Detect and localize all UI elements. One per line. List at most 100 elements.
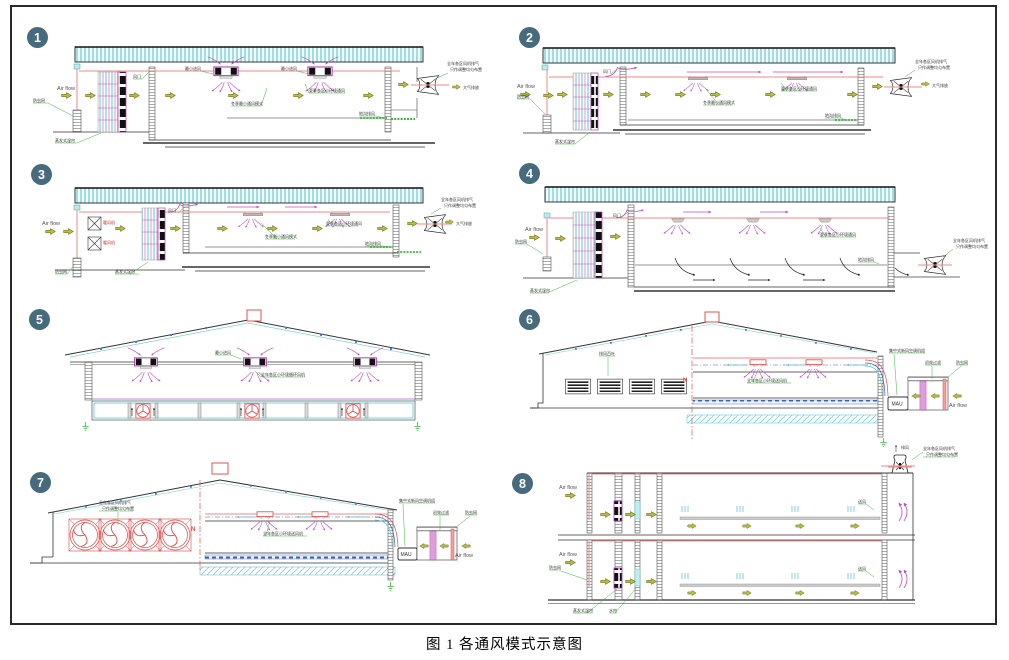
p8-fan-note-line1: 全年各区风机排气 (923, 445, 955, 451)
p1-ceiling-inlet-2 (307, 66, 333, 79)
p5-ceiling-inlet-3 (353, 357, 377, 369)
p2-fan-note-line2: 只作调整均匀布置 (918, 64, 950, 70)
panel-3-diagram: Air flow 暖风机 暖风机 防虫网 蒸发式湿帘 风门 冬季最小通风模式 夏… (42, 187, 476, 278)
p7-zone-fan-label: 全年各区小环境送风机 (263, 530, 303, 536)
p2-damper-label: 风门 (603, 68, 611, 74)
p5-plenum-arrows (130, 407, 366, 416)
p2-pad-label: 蒸发式湿帘 (555, 138, 575, 144)
p6-prefilter-label: 初效过滤 (925, 359, 941, 365)
p2-zone-vent-label: 夏季各区小环境通风 (781, 85, 817, 91)
p7-air-flow-label: Air flow (455, 553, 473, 559)
p8-fan-note-line2: 只作调整均匀布置 (926, 451, 958, 457)
p2-fan-note-line1: 全年各区风机排气 (915, 58, 947, 64)
p4-air-flow-label: Air flow (525, 227, 543, 233)
p7-mau-label: MAU (401, 552, 413, 558)
p7-gable-fan-4 (158, 518, 192, 552)
p6-ceiling-diffuser-1 (749, 359, 767, 367)
p4-zone-vent-label: 夏季各区小环境通风 (820, 231, 856, 237)
p8-lower-pad (613, 567, 623, 589)
p2-leaders (517, 68, 916, 145)
p4-fan-note-line2: 只作调整均匀布置 (956, 243, 988, 249)
p1-min-inlet-label-1: 最小进风 (185, 65, 201, 71)
p1-insect-screen-label: 防虫网 (33, 97, 45, 103)
p6-louver-1 (565, 378, 591, 395)
p5-circ-fan-label: 全年各区小环境循环风机 (261, 371, 305, 377)
p6-leaders (599, 352, 968, 396)
p2-discharge-label: 大气排放 (932, 82, 948, 88)
p7-gable-fan-3 (128, 518, 162, 552)
p7-ceiling-diffuser-2 (311, 511, 329, 519)
p8-roof-exhaust-fan (887, 454, 913, 474)
p7-n-mark: N (191, 527, 195, 533)
p7-ridge-chimney (211, 462, 229, 475)
p3-zone-vent-label: 夏季各区小环境通风 (326, 220, 362, 226)
p6-louver-label: 排风百叶 (599, 350, 615, 356)
panel-2-diagram: Air flow 防虫网 蒸发式湿帘 风门 冬季最小通风模式 夏季各区小环境通风… (517, 47, 950, 145)
p7-insect-screen-label: 防虫网 (465, 509, 477, 515)
p7-ceiling-diffuser-1 (256, 511, 274, 519)
p5-ground-symbol-right (413, 422, 422, 431)
p1-ceiling-inlet-1 (213, 66, 239, 79)
p1-air-flow-label: Air flow (57, 86, 75, 92)
p6-mau-name-label: 集中式新风空调机组 (889, 347, 925, 353)
p8-air-flow-label-lower: Air flow (559, 552, 577, 558)
p4-diffuser-1 (671, 218, 685, 223)
p3-air-flow-label: Air flow (42, 221, 60, 227)
p6-ceiling-diffuser-2 (805, 359, 823, 367)
p6-air-flow-label: Air flow (949, 403, 967, 409)
p4-pad-label: 蒸发式湿帘 (530, 287, 550, 293)
p5-circulation-fan-1 (135, 403, 151, 419)
p3-insect-screen-label: 防虫网 (55, 268, 67, 274)
p1-discharge-label: 大气排放 (463, 84, 479, 90)
p8-exhaust-label: 排风 (901, 444, 909, 450)
p8-upper-floor (565, 473, 908, 529)
p1-fan-note-line2: 只作调整均匀布置 (450, 66, 482, 72)
p8-supply-label-upper: 送风 (858, 498, 866, 504)
p1-min-inlet-label-2: 最小进风 (281, 65, 297, 71)
p6-mau-unit: MAU (887, 376, 962, 411)
p4-fan-note-line1: 全年各区风机排气 (953, 237, 985, 243)
p3-heater-units (87, 216, 102, 251)
p1-pit-exhaust-label: 地沟排风 (359, 110, 375, 116)
p7-building (30, 462, 398, 581)
panel-7-diagram: N MAU 全年各区风机排气 只作调整均匀布置 全年各区小环境送风机 集中式新风… (30, 462, 477, 591)
p1-leaders (33, 70, 449, 144)
panel-7-badge: 7 (30, 472, 51, 493)
p5-ceiling-inlet-2 (243, 357, 267, 369)
p6-insect-screen-label: 防虫网 (956, 359, 968, 365)
p8-lower-duct (679, 583, 881, 587)
p5-circulation-fan-2 (244, 403, 260, 419)
figure-caption: 图 1 各通风模式示意图 (426, 637, 583, 653)
panel-6-badge: 6 (519, 309, 540, 330)
p6-n-mark: N (683, 378, 687, 384)
p3-fan-note-line1: 全年各区风机排气 (441, 196, 473, 202)
p8-air-flow-label-upper: Air flow (559, 485, 577, 491)
p8-leaders (549, 451, 955, 614)
p4-cooling-pad (572, 211, 603, 279)
p6-ridge-chimney (704, 311, 720, 323)
p8-upper-duct (679, 516, 881, 520)
panel-1-diagram: Air flow 防虫网 蒸发式湿帘 风门 最小进风 最小进风 冬季最小通风模式… (33, 46, 482, 148)
p5-leaders (215, 354, 305, 378)
p3-inlet-arrows-down-1 (239, 219, 264, 228)
p7-leaders (99, 502, 477, 547)
p3-closed-inlet-1 (243, 212, 263, 216)
p6-louver-2 (597, 378, 623, 395)
panel-5-badge: 5 (29, 309, 50, 330)
p4-floor-arrows (674, 257, 910, 282)
p5-circulation-fan-3 (345, 403, 361, 419)
p3-pad-label: 蒸发式湿帘 (115, 268, 135, 274)
p3-building (55, 187, 430, 278)
p1-building (53, 46, 435, 148)
p8-upper-water-curtain (634, 501, 641, 520)
p7-fan-note-line1: 全年各区风机排气 (99, 499, 131, 505)
figure-frame (10, 5, 997, 625)
p1-winter-mode-label: 冬季最小通风模式 (231, 100, 263, 106)
p6-louver-3 (629, 378, 655, 395)
p2-cooling-pad (572, 72, 599, 131)
p1-fan-note-line1: 全年各区风机排气 (447, 60, 479, 66)
p8-water-curtain-label: 水帘 (609, 607, 617, 613)
p3-closed-inlet-2 (330, 212, 350, 216)
p7-gable-fan-1 (68, 518, 102, 552)
p4-insect-screen-label: 防虫网 (515, 238, 527, 244)
